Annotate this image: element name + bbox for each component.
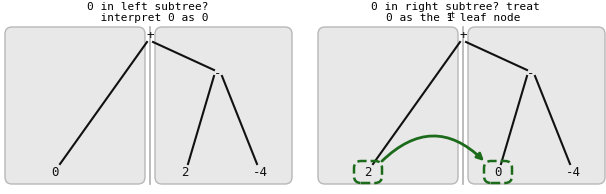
Text: 0 in right subtree? treat: 0 in right subtree? treat (371, 2, 539, 12)
FancyBboxPatch shape (318, 27, 458, 184)
FancyBboxPatch shape (468, 27, 605, 184)
Text: -4: -4 (253, 165, 267, 178)
Text: 2: 2 (364, 165, 371, 178)
Text: -: - (527, 68, 534, 81)
Text: 0 in left subtree?: 0 in left subtree? (87, 2, 208, 12)
Text: st: st (446, 11, 455, 20)
Text: 0 as the 1: 0 as the 1 (386, 13, 453, 23)
Text: 0: 0 (494, 165, 502, 178)
FancyBboxPatch shape (155, 27, 292, 184)
Text: 0: 0 (52, 165, 59, 178)
Text: interpret 0 as 0: interpret 0 as 0 (87, 13, 208, 23)
Text: leaf node: leaf node (453, 13, 521, 23)
Text: +: + (146, 29, 154, 42)
Text: 2: 2 (181, 165, 188, 178)
Text: -: - (215, 68, 222, 81)
FancyBboxPatch shape (5, 27, 145, 184)
Text: -4: -4 (565, 165, 581, 178)
FancyArrowPatch shape (382, 136, 482, 161)
Text: +: + (459, 29, 467, 42)
